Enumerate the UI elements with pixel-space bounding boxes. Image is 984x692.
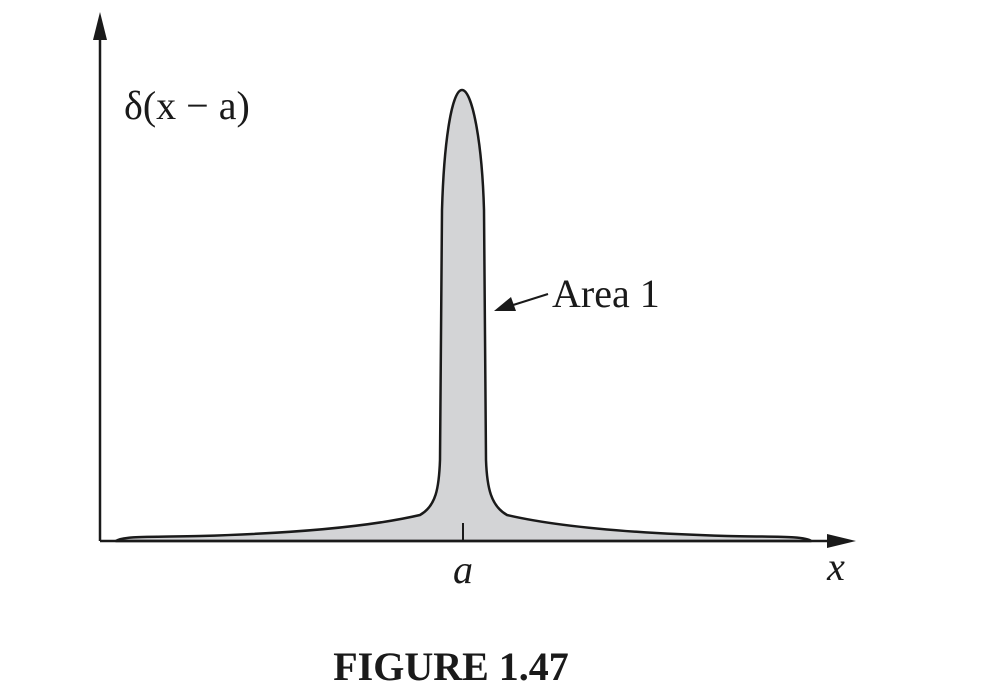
annotation-label: Area 1 — [552, 271, 660, 316]
y-axis-label: δ(x − a) — [124, 83, 250, 128]
delta-spike-shape — [114, 88, 813, 543]
figure-caption: FIGURE 1.47 — [333, 644, 569, 689]
x-axis-label: x — [826, 544, 845, 589]
y-axis-arrowhead — [93, 12, 107, 40]
annotation-arrowhead — [494, 297, 516, 311]
x-axis-arrowhead — [827, 534, 856, 548]
peak-tick-label: a — [453, 547, 473, 592]
annotation-arrow-line — [509, 293, 549, 307]
